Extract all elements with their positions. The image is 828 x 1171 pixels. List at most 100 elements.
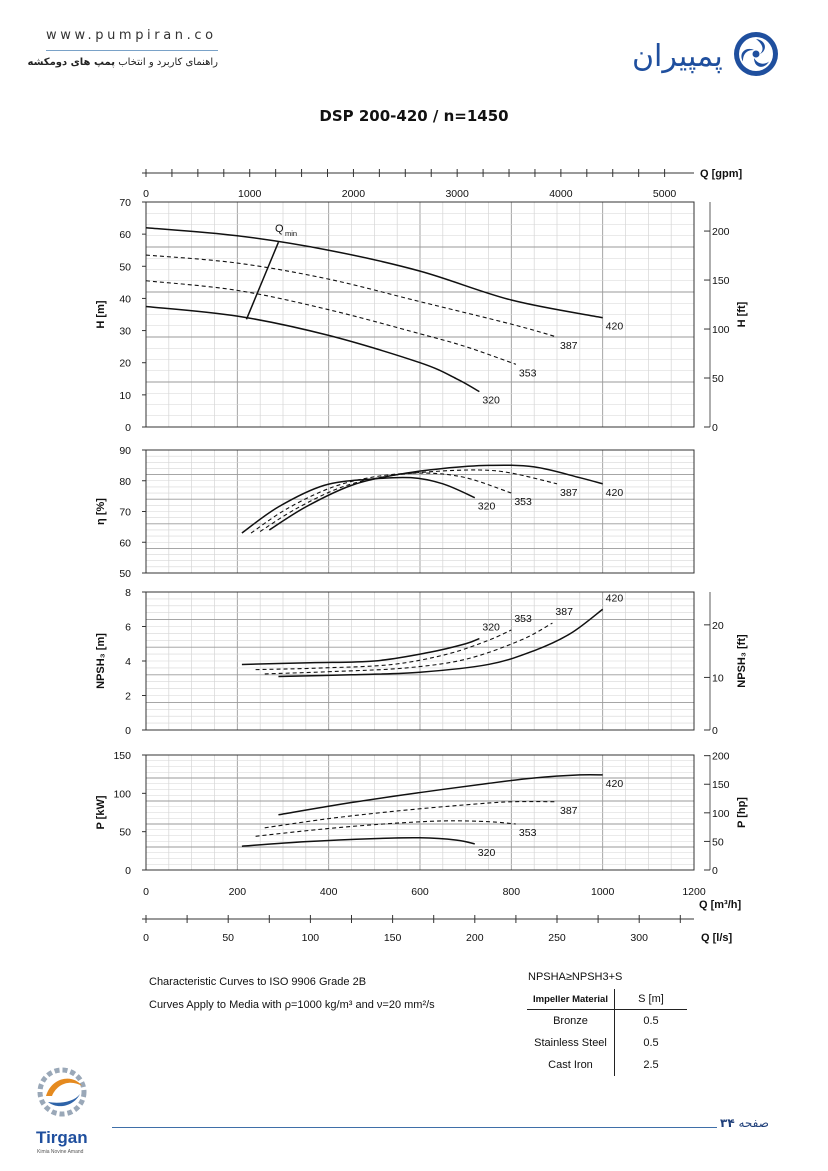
y-tick-label: 40 xyxy=(119,293,131,305)
ls-tick-label: 250 xyxy=(548,932,566,944)
series-line-efficiency-387 xyxy=(259,469,558,532)
series-label: 420 xyxy=(606,592,624,604)
series-label: 353 xyxy=(514,496,532,508)
s-cell: 0.5 xyxy=(613,1032,687,1054)
ls-tick-label: 50 xyxy=(222,932,234,944)
y2-tick-label: 0 xyxy=(712,422,718,434)
qmin-line xyxy=(245,241,280,320)
y-tick-label: 70 xyxy=(119,507,131,519)
note-media: Curves Apply to Media with ρ=1000 kg/m³ … xyxy=(149,999,435,1011)
ls-tick-label: 200 xyxy=(466,932,484,944)
y-tick-label: 20 xyxy=(119,358,131,370)
chart-title: DSP 200-420 / n=1450 xyxy=(319,107,509,125)
gpm-tick-label: 0 xyxy=(143,188,149,200)
series-line-head-387 xyxy=(145,254,558,338)
y2-tick-label: 50 xyxy=(712,373,724,385)
series-line-efficiency-420 xyxy=(268,464,603,531)
impeller-material-table: Impeller Material S [m] Bronze 0.5 Stain… xyxy=(527,989,687,1076)
y2-axis-label-power: P [hp] xyxy=(736,797,748,828)
series-line-power-320 xyxy=(241,836,475,847)
npsh-equation: NPSHA≥NPSH3+S xyxy=(528,971,623,983)
panel-frame-power xyxy=(145,754,695,871)
y2-tick-label: 50 xyxy=(712,836,724,848)
ls-tick-label: 150 xyxy=(384,932,402,944)
tirgan-subtext: Kimia Novine Amand xyxy=(37,1149,84,1155)
y2-axis-label-npsh: NPSH₃ [ft] xyxy=(736,634,748,688)
series-label: 420 xyxy=(606,778,624,790)
y-tick-label: 0 xyxy=(125,422,131,434)
y-axis-label-power: P [kW] xyxy=(95,795,107,829)
series-line-npsh-353 xyxy=(255,629,512,671)
series-label: 320 xyxy=(478,501,496,513)
y2-axis-label-head: H [ft] xyxy=(736,301,748,327)
y-tick-label: 60 xyxy=(119,229,131,241)
s-header: S [m] xyxy=(613,989,687,1010)
material-header: Impeller Material xyxy=(527,989,615,1010)
series-line-power-387 xyxy=(264,800,558,829)
series-line-head-320 xyxy=(145,305,480,393)
y2-tick-label: 150 xyxy=(712,779,730,791)
y-tick-label: 90 xyxy=(119,445,131,457)
series-line-npsh-320 xyxy=(241,637,480,666)
flow-tick-label: 200 xyxy=(229,886,247,898)
flow-axis-label: Q [m³/h] xyxy=(699,899,741,911)
site-url[interactable]: www.pumpiran.co xyxy=(46,28,217,43)
y-tick-label: 30 xyxy=(119,326,131,338)
flow-tick-label: 1200 xyxy=(682,886,706,898)
y-tick-label: 2 xyxy=(125,691,131,703)
y2-tick-label: 200 xyxy=(712,751,730,763)
y-tick-label: 50 xyxy=(119,261,131,273)
gpm-axis-label: Q [gpm] xyxy=(700,168,742,180)
qmin-label: Q xyxy=(275,223,284,235)
y2-tick-label: 100 xyxy=(712,324,730,336)
y-tick-label: 100 xyxy=(113,788,131,800)
material-cell: Cast Iron xyxy=(548,1059,593,1071)
y-tick-label: 4 xyxy=(125,656,131,668)
series-label: 387 xyxy=(555,606,573,618)
page-number-value: ۳۴ xyxy=(720,1116,735,1130)
y-axis-label-efficiency: η [%] xyxy=(95,498,107,525)
y2-tick-label: 100 xyxy=(712,808,730,820)
pump-impeller-icon xyxy=(734,32,778,76)
y-tick-label: 8 xyxy=(125,587,131,599)
brand-logo: پمپیران xyxy=(630,28,785,90)
series-label: 387 xyxy=(560,805,578,817)
gpm-tick-label: 3000 xyxy=(445,188,469,200)
note-iso: Characteristic Curves to ISO 9906 Grade … xyxy=(149,976,367,988)
y-tick-label: 0 xyxy=(125,725,131,737)
series-line-efficiency-320 xyxy=(241,476,476,534)
series-label: 320 xyxy=(478,847,496,859)
y-tick-label: 6 xyxy=(125,622,131,634)
series-label: 420 xyxy=(606,487,624,499)
y2-tick-label: 200 xyxy=(712,226,730,238)
page-number: صفحه ۳۴ xyxy=(720,1116,769,1130)
table-row: Cast Iron 2.5 xyxy=(527,1054,687,1076)
series-line-power-420 xyxy=(278,773,603,816)
qmin-subscript: min xyxy=(285,229,297,238)
series-label: 353 xyxy=(514,613,532,625)
series-line-npsh-420 xyxy=(278,608,604,678)
material-cell: Bronze xyxy=(553,1015,588,1027)
material-cell: Stainless Steel xyxy=(534,1037,607,1049)
ls-axis-label: Q [l/s] xyxy=(701,932,733,944)
flow-tick-label: 400 xyxy=(320,886,338,898)
series-label: 320 xyxy=(482,395,500,407)
y-tick-label: 150 xyxy=(113,750,131,762)
tagline-bold: پمپ های دومکشه xyxy=(27,57,115,68)
url-underline xyxy=(46,50,218,51)
site-tagline: راهنمای کاربرد و انتخاب پمپ های دومکشه xyxy=(16,57,218,68)
tirgan-name: Tirgan xyxy=(36,1128,88,1147)
ls-tick-label: 100 xyxy=(302,932,320,944)
y-tick-label: 0 xyxy=(125,865,131,877)
y2-tick-label: 0 xyxy=(712,725,718,737)
y-tick-label: 50 xyxy=(119,568,131,580)
series-label: 420 xyxy=(606,321,624,333)
series-line-head-420 xyxy=(145,226,603,319)
series-label: 320 xyxy=(482,622,500,634)
y-axis-label-npsh: NPSH₃ [m] xyxy=(95,633,107,689)
series-line-npsh-387 xyxy=(264,622,553,675)
y2-tick-label: 20 xyxy=(712,620,724,632)
series-line-head-353 xyxy=(145,280,517,365)
y2-tick-label: 0 xyxy=(712,865,718,877)
